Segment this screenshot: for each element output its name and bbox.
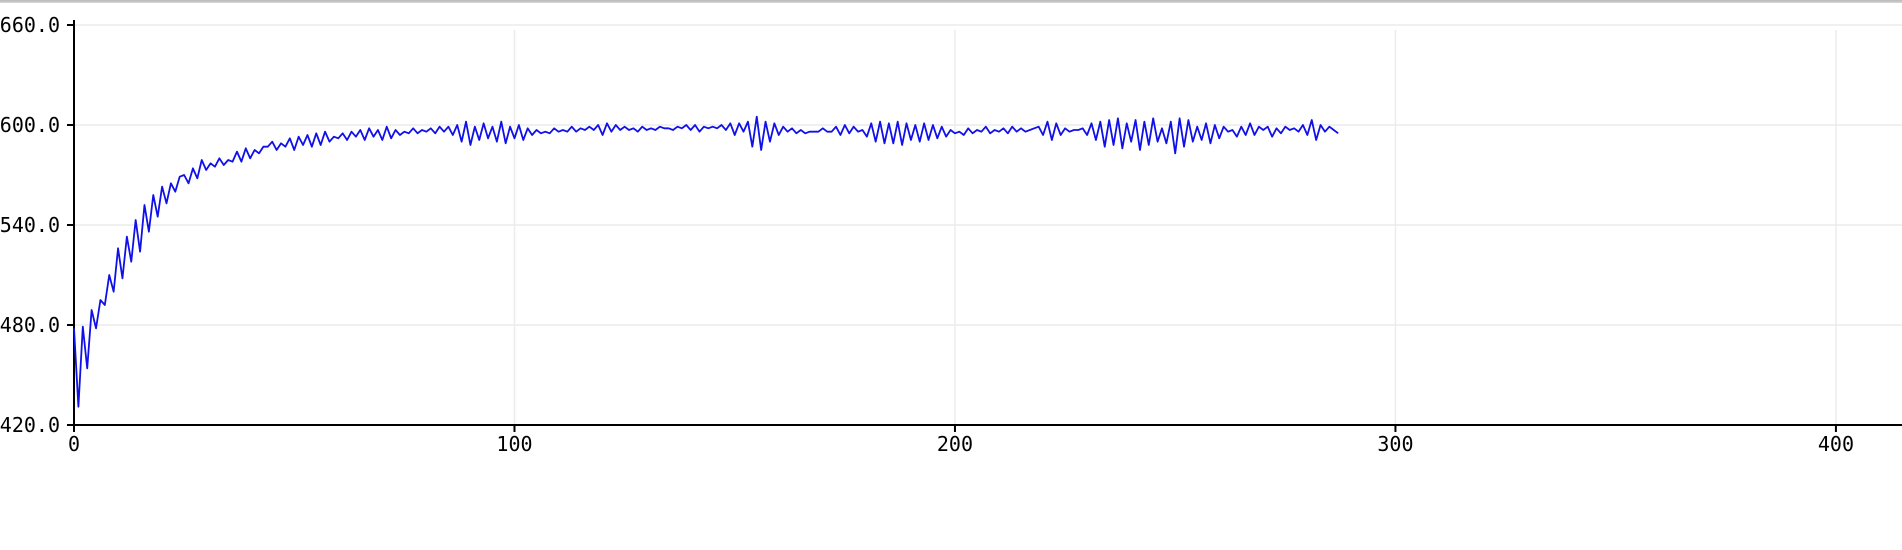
series-line-0 bbox=[73, 115, 1339, 408]
y-tick-label: 540.0 bbox=[0, 213, 60, 237]
window-top-border bbox=[0, 0, 1902, 3]
axes bbox=[73, 20, 1902, 426]
y-tick-label: 480.0 bbox=[0, 313, 60, 337]
y-tick-label: 420.0 bbox=[0, 413, 60, 437]
axis-ticks: 420.0 480.0 540.0 600.0 660.0 0 100 200 300 400 bbox=[0, 13, 1854, 456]
x-tick-label: 400 bbox=[1818, 432, 1854, 456]
x-tick-label: 0 bbox=[68, 432, 80, 456]
x-tick-label: 200 bbox=[937, 432, 973, 456]
x-tick-label: 100 bbox=[496, 432, 532, 456]
y-tick-label: 600.0 bbox=[0, 113, 60, 137]
data-series bbox=[73, 115, 1339, 408]
y-tick-label: 660.0 bbox=[0, 13, 60, 37]
gridlines bbox=[74, 24, 1902, 425]
x-tick-label: 300 bbox=[1377, 432, 1413, 456]
